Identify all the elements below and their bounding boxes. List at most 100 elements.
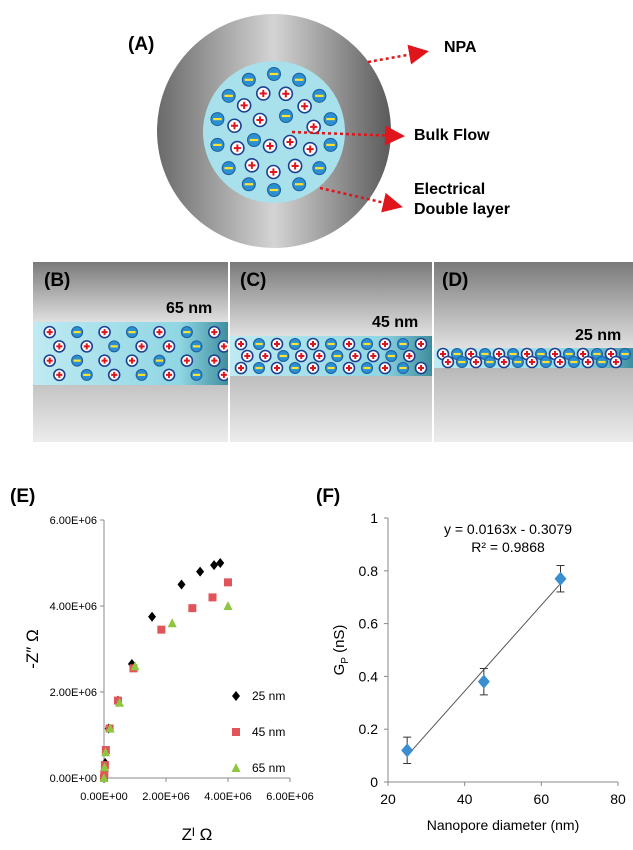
cation-icon bbox=[378, 337, 392, 351]
f-y-axis-title: GP (nS) bbox=[331, 625, 351, 676]
panel-b-channel bbox=[33, 262, 231, 442]
f-x-axis-title: Nanopore diameter (nm) bbox=[427, 817, 580, 833]
f-x-tick-label: 60 bbox=[534, 791, 550, 807]
fluid-core bbox=[203, 61, 345, 203]
e-x-axis-title: Zᴵ Ω bbox=[182, 825, 213, 844]
cation-icon bbox=[378, 361, 392, 375]
f-y-tick-label: 0.8 bbox=[359, 563, 379, 579]
f-y-tick-label: 0.2 bbox=[359, 721, 379, 737]
cation-icon bbox=[53, 368, 66, 382]
anion-icon bbox=[455, 356, 468, 368]
anion-icon bbox=[190, 368, 203, 381]
anion-icon bbox=[331, 350, 344, 362]
nyquist-plot: 0.00E+00 0.00E+00 2.00E+06 2.00E+06 4.00E+06… bbox=[23, 515, 314, 844]
cation-icon bbox=[497, 355, 511, 369]
e-data-point bbox=[232, 728, 240, 736]
cation-icon bbox=[342, 337, 356, 351]
e-data-point bbox=[232, 691, 240, 701]
panel-f-label: (F) bbox=[316, 486, 341, 507]
e-data-point bbox=[157, 625, 166, 634]
f-data-point bbox=[401, 743, 414, 758]
e-x-tick-label: 0.00E+00 bbox=[80, 791, 127, 803]
cation-icon bbox=[53, 340, 66, 353]
f-data-point bbox=[477, 674, 490, 689]
panel-d-label: (D) bbox=[442, 270, 469, 291]
anion-icon bbox=[361, 338, 373, 350]
cation-icon bbox=[234, 361, 248, 375]
cation-icon bbox=[262, 138, 278, 154]
e-x-tick-label: 2.00E+06 bbox=[142, 791, 189, 803]
cation-icon bbox=[366, 349, 380, 363]
anion-icon bbox=[253, 338, 265, 350]
cation-icon bbox=[581, 355, 595, 369]
cation-icon bbox=[241, 349, 254, 363]
cation-icon bbox=[227, 118, 242, 134]
cation-icon bbox=[43, 354, 57, 367]
anion-icon bbox=[323, 137, 338, 152]
e-data-point bbox=[113, 696, 122, 705]
cation-icon bbox=[306, 337, 320, 351]
e-y-tick-label: 6.00E+06 bbox=[50, 515, 97, 527]
anion-icon bbox=[325, 338, 337, 350]
anion-icon bbox=[277, 350, 290, 362]
cation-icon bbox=[302, 141, 318, 157]
e-legend-label: 45 nm bbox=[252, 725, 285, 739]
anion-icon bbox=[267, 183, 281, 197]
anion-icon bbox=[289, 362, 301, 374]
f-y-tick-label: 0.4 bbox=[359, 668, 379, 684]
cation-icon bbox=[414, 337, 428, 351]
anion-icon bbox=[511, 356, 524, 368]
cation-icon bbox=[525, 355, 539, 369]
f-trend-equation: y = 0.0163x - 0.3079 bbox=[444, 521, 572, 537]
e-data-point bbox=[231, 763, 241, 772]
channel-panels bbox=[33, 262, 633, 442]
bulk-flow-arrow bbox=[291, 125, 405, 146]
edl-label-line1: Electrical bbox=[414, 181, 486, 198]
cation-icon bbox=[258, 349, 272, 363]
cation-icon bbox=[236, 98, 252, 113]
anion-icon bbox=[135, 368, 148, 381]
anion-icon bbox=[267, 67, 281, 81]
cation-icon bbox=[282, 134, 298, 150]
cation-icon bbox=[270, 337, 284, 351]
anion-icon bbox=[289, 338, 301, 350]
panel-c-channel bbox=[229, 262, 432, 442]
anion-icon bbox=[619, 348, 631, 360]
e-data-point bbox=[105, 723, 115, 733]
e-data-point bbox=[148, 611, 157, 622]
cation-icon bbox=[135, 340, 148, 353]
cation-icon bbox=[287, 158, 303, 174]
panel-c-label: (C) bbox=[240, 270, 267, 291]
anion-icon bbox=[397, 338, 409, 350]
f-x-tick-label: 40 bbox=[457, 791, 473, 807]
cation-icon bbox=[217, 368, 231, 382]
anion-icon bbox=[361, 362, 373, 374]
anion-icon bbox=[221, 161, 236, 176]
anion-icon bbox=[221, 88, 236, 103]
anion-icon bbox=[247, 133, 261, 147]
cation-icon bbox=[207, 325, 221, 339]
e-y-tick-label: 0.00E+00 bbox=[50, 773, 97, 785]
e-data-point bbox=[223, 601, 233, 610]
e-data-point bbox=[177, 579, 186, 590]
f-y-tick-label: 1 bbox=[370, 510, 378, 526]
anion-icon bbox=[180, 326, 193, 339]
e-data-point bbox=[210, 560, 219, 571]
e-x-tick-label: 4.00E+06 bbox=[204, 791, 251, 803]
anion-icon bbox=[397, 362, 409, 374]
panel-c-size: 45 nm bbox=[372, 314, 419, 331]
e-data-point bbox=[167, 618, 177, 628]
anion-icon bbox=[483, 356, 496, 368]
anion-icon bbox=[279, 109, 293, 123]
cation-icon bbox=[294, 349, 308, 363]
e-data-point bbox=[208, 593, 217, 602]
panel-d-size: 25 nm bbox=[575, 327, 622, 344]
e-x-tick-label: 6.00E+06 bbox=[266, 791, 313, 803]
anion-icon bbox=[80, 368, 93, 381]
anion-icon bbox=[292, 177, 307, 192]
anion-icon bbox=[241, 177, 256, 192]
anion-icon bbox=[108, 340, 121, 353]
cation-icon bbox=[348, 349, 362, 363]
anion-icon bbox=[312, 88, 327, 103]
anion-icon bbox=[210, 137, 225, 152]
